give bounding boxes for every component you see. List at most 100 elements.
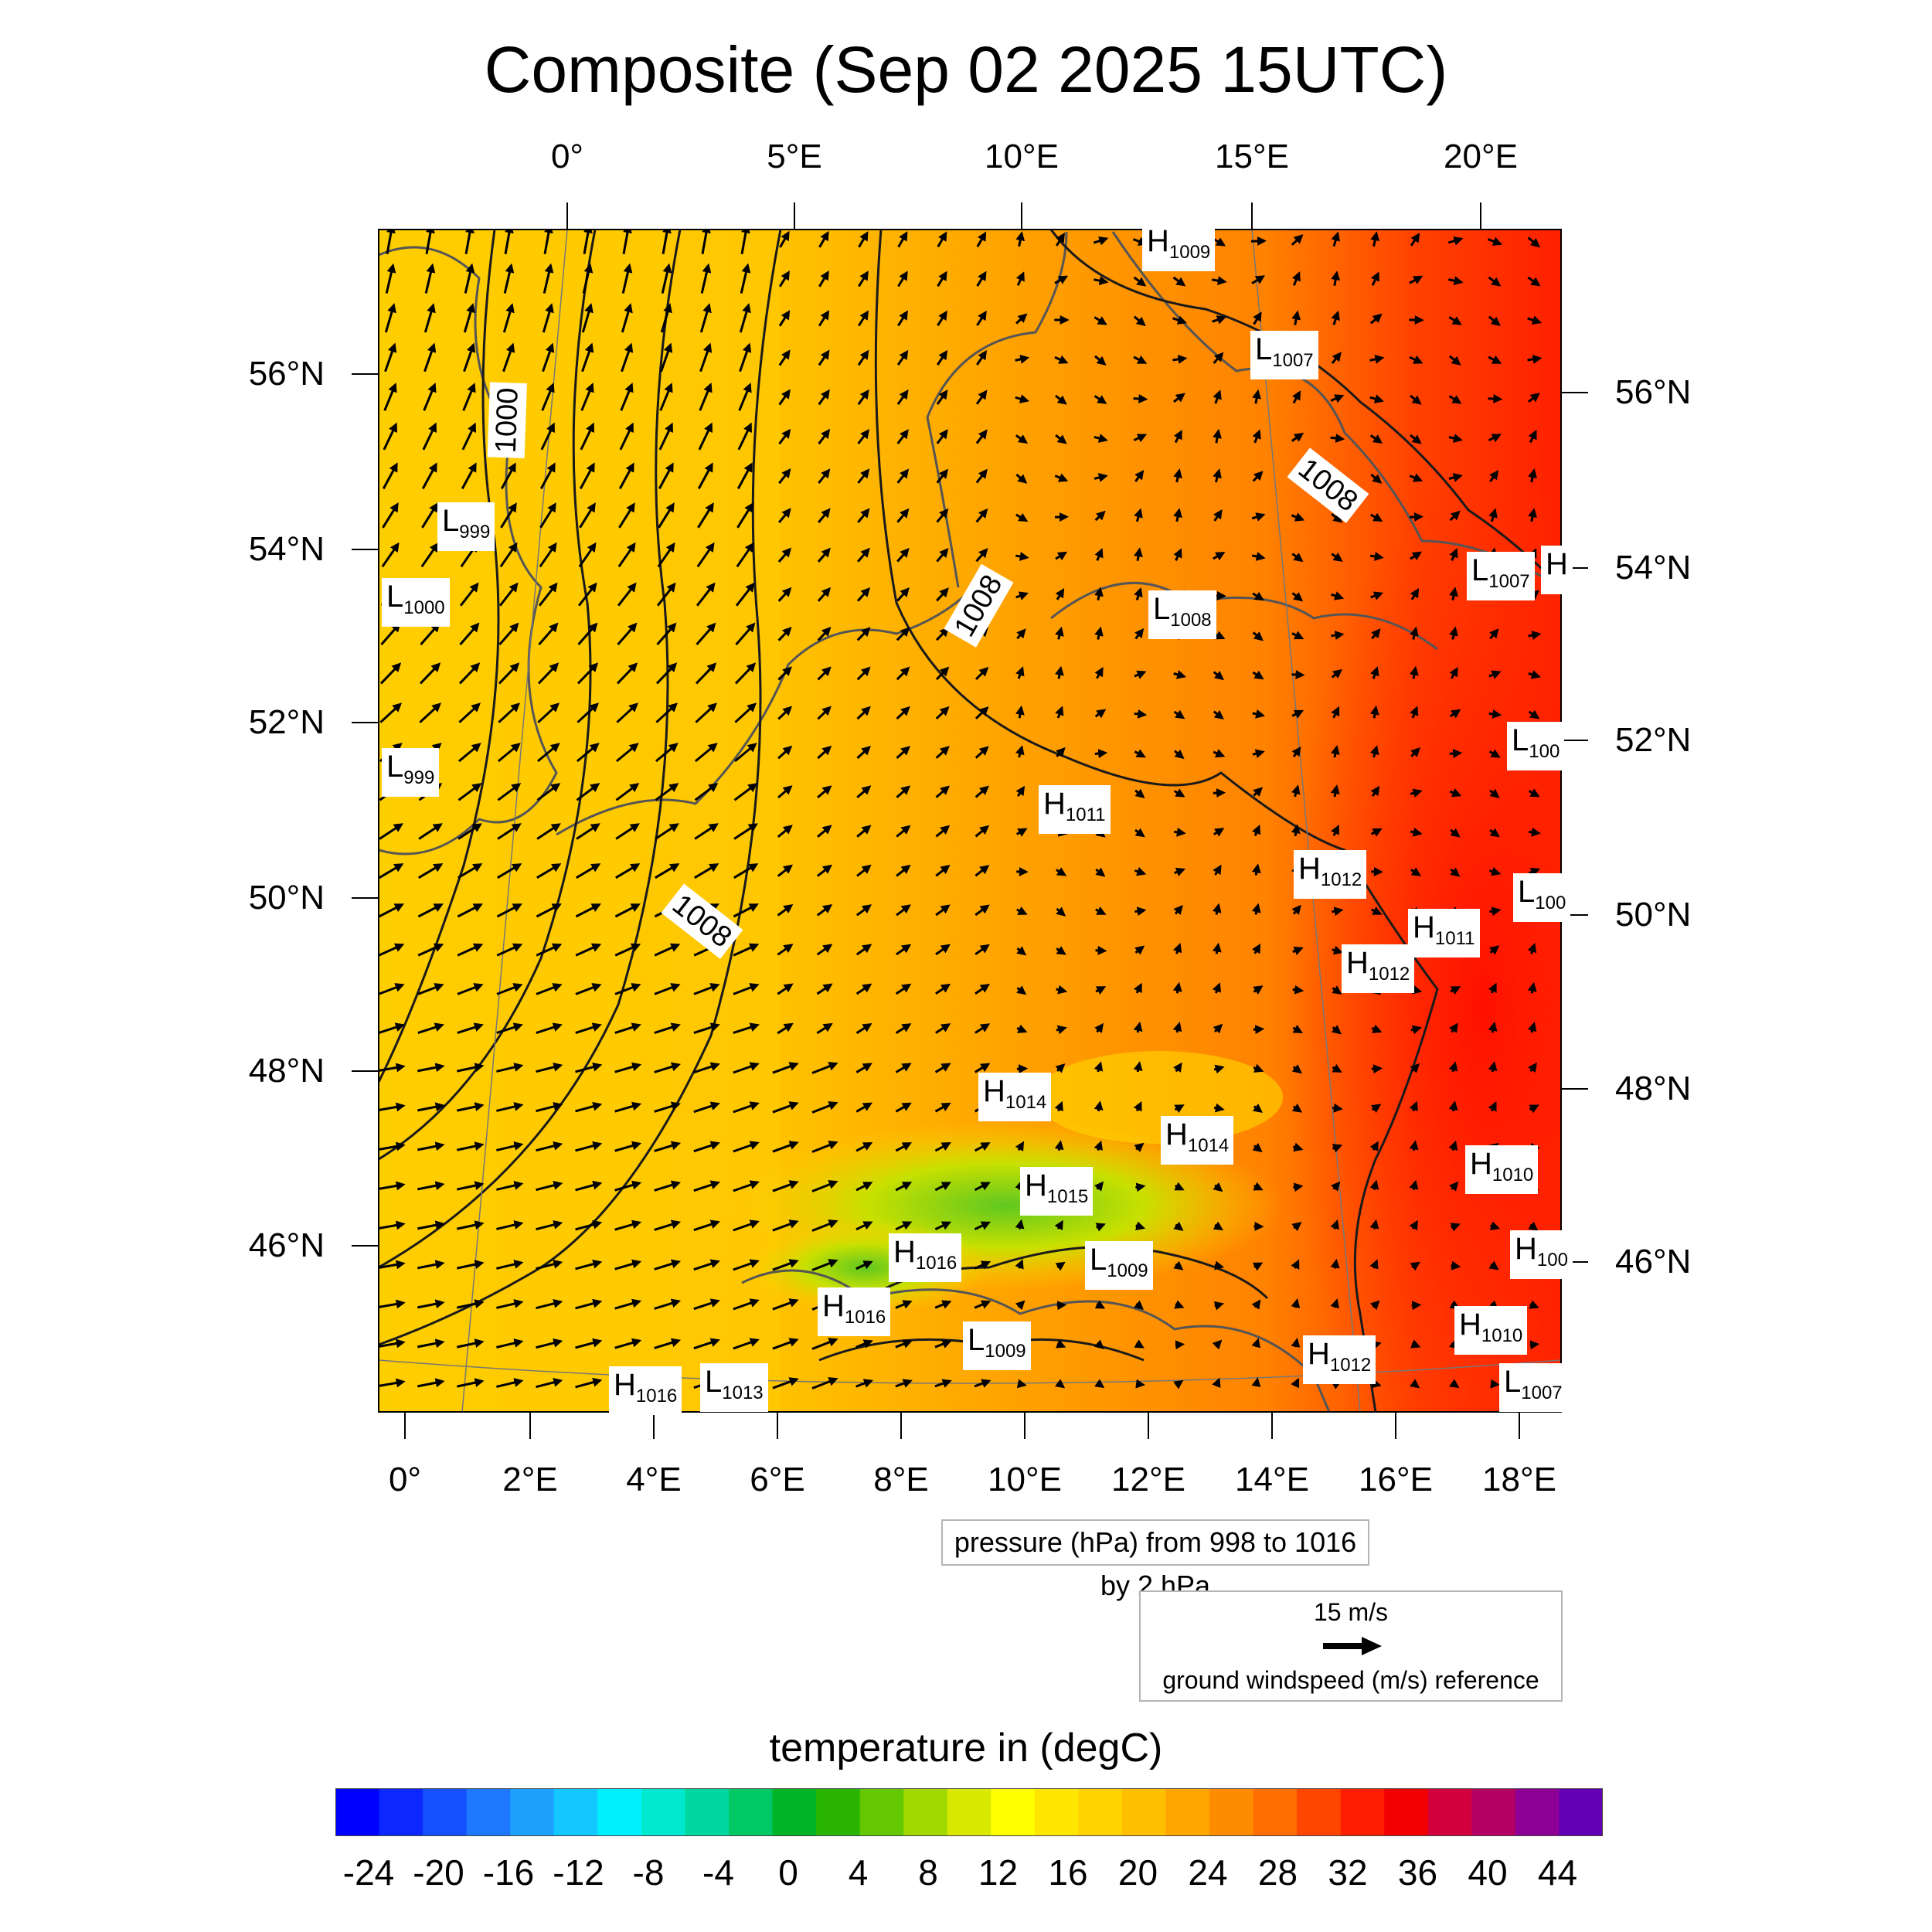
wind-arrow — [1094, 548, 1104, 561]
wind-arrow — [1015, 1141, 1025, 1151]
wind-arrow — [497, 783, 522, 801]
wind-arrow — [576, 743, 600, 763]
wind-arrow — [536, 1298, 563, 1310]
wind-arrow — [1527, 942, 1537, 954]
wind-arrow — [772, 1141, 799, 1153]
lon-label-top: 10°E — [985, 138, 1059, 175]
wind-arrow — [1449, 626, 1458, 640]
wind-arrow — [1369, 1179, 1379, 1190]
wind-arrow — [733, 1219, 760, 1232]
pressure-center-label: H1016 — [889, 1233, 962, 1282]
wind-arrow — [817, 587, 832, 602]
colorbar-tick-label: 8 — [918, 1852, 938, 1893]
wind-arrow — [856, 864, 872, 877]
wind-arrow — [935, 904, 951, 917]
wind-arrow — [857, 389, 869, 406]
wind-arrow — [733, 1022, 760, 1035]
wind-arrow — [895, 1023, 912, 1034]
wind-arrow — [1056, 985, 1068, 995]
colorbar-tick-label: -16 — [482, 1852, 535, 1893]
wind-arrow — [818, 230, 829, 248]
wind-arrow — [817, 785, 832, 799]
wind-arrow — [975, 1063, 991, 1073]
wind-arrow — [1488, 315, 1501, 326]
wind-arrow — [417, 1022, 444, 1035]
wind-arrow — [935, 706, 950, 719]
wind-arrow — [621, 263, 633, 294]
wind-arrow — [975, 785, 989, 798]
wind-arrow — [935, 785, 951, 798]
wind-arrow — [693, 1062, 720, 1074]
wind-arrow — [1056, 946, 1066, 955]
wind-arrow — [536, 1022, 563, 1035]
wind-arrow — [1213, 670, 1225, 681]
wind-arrow — [658, 462, 674, 490]
wind-arrow — [1094, 749, 1108, 759]
wind-arrow — [382, 462, 398, 490]
wind-arrow — [1449, 1022, 1458, 1033]
lon-label-bottom: 12°E — [1111, 1461, 1185, 1498]
wind-arrow — [1291, 512, 1305, 522]
wind-arrow — [976, 270, 987, 287]
wind-arrow — [1134, 1221, 1146, 1231]
wind-arrow — [1410, 827, 1423, 837]
wind-arrow — [542, 303, 554, 333]
wind-arrow — [735, 582, 755, 607]
wind-reference-arrow — [1323, 1637, 1382, 1655]
wind-arrow — [772, 1259, 799, 1271]
wind-arrow — [693, 1338, 720, 1350]
wind-arrow — [1015, 1219, 1025, 1230]
wind-arrow — [423, 342, 437, 372]
wind-arrow — [818, 270, 829, 287]
wind-arrow — [816, 983, 833, 995]
wind-arrow — [1253, 1063, 1264, 1073]
wind-arrow — [1251, 1338, 1260, 1349]
wind-arrow — [543, 230, 553, 254]
wind-arrow — [1488, 982, 1497, 994]
wind-arrow — [1291, 432, 1304, 442]
wind-arrow — [1371, 628, 1381, 640]
wind-arrow — [1094, 316, 1107, 325]
colorbar-swatch — [1515, 1788, 1560, 1836]
wind-arrow — [934, 1102, 951, 1113]
wind-arrow — [658, 502, 675, 529]
wind-arrow — [934, 1300, 952, 1309]
wind-arrow — [575, 1101, 603, 1113]
wind-arrow — [733, 1062, 760, 1074]
wind-arrow — [582, 263, 594, 294]
wind-arrow — [418, 863, 444, 879]
wind-arrow — [1213, 389, 1222, 404]
wind-arrow — [777, 706, 793, 720]
wind-arrow — [895, 1063, 912, 1073]
wind-arrow — [500, 502, 517, 529]
wind-arrow — [655, 863, 680, 879]
wind-arrow — [897, 231, 908, 248]
wind-arrow — [696, 542, 715, 568]
wind-arrow — [811, 1219, 838, 1232]
wind-arrow — [1252, 429, 1261, 444]
colorbar-swatch — [947, 1788, 992, 1836]
wind-arrow — [1332, 1063, 1342, 1073]
colorbar-swatch — [641, 1788, 686, 1836]
wind-arrow — [701, 230, 711, 254]
lat-label-left: 56°N — [248, 355, 325, 393]
wind-arrow — [1211, 276, 1227, 286]
wind-arrow — [1055, 551, 1068, 561]
wind-arrow — [1173, 904, 1183, 915]
wind-arrow — [616, 702, 639, 723]
wind-arrow — [777, 944, 794, 956]
wind-arrow — [1331, 1025, 1342, 1035]
wind-arrow — [1054, 1219, 1063, 1231]
wind-arrow — [811, 1062, 838, 1074]
wind-arrow — [463, 303, 475, 333]
wind-arrow — [581, 342, 594, 372]
wind-arrow — [1252, 709, 1266, 719]
wind-arrow — [464, 230, 474, 254]
wind-arrow — [614, 1101, 642, 1113]
wind-arrow — [778, 310, 791, 327]
wind-arrow — [654, 1338, 682, 1349]
wind-arrow — [384, 342, 397, 372]
wind-arrow — [417, 1260, 445, 1270]
wind-arrow — [936, 547, 949, 563]
wind-arrow — [1291, 631, 1304, 640]
